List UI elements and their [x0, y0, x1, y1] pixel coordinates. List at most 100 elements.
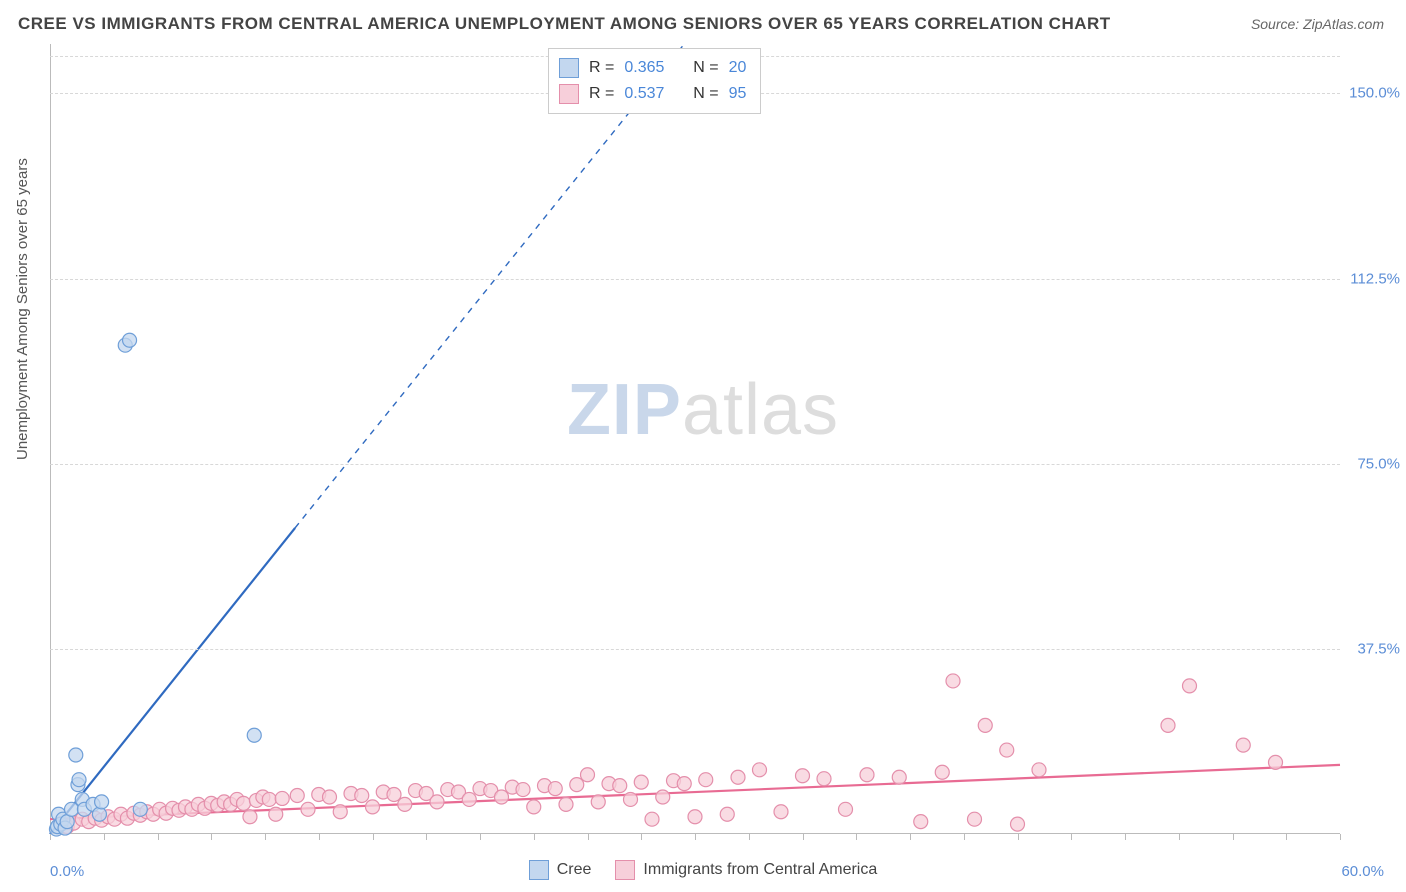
point-imm	[387, 788, 401, 802]
point-cree	[92, 807, 106, 821]
point-imm	[968, 812, 982, 826]
x-tick-mark	[373, 834, 374, 840]
point-imm	[591, 795, 605, 809]
point-imm	[817, 772, 831, 786]
x-tick-mark	[1233, 834, 1234, 840]
x-tick-mark	[211, 834, 212, 840]
r-value-imm: 0.537	[624, 81, 664, 107]
n-label: N =	[693, 55, 718, 81]
legend-label-imm: Immigrants from Central America	[643, 861, 877, 879]
point-imm	[892, 770, 906, 784]
point-imm	[860, 768, 874, 782]
point-imm	[462, 792, 476, 806]
point-imm	[914, 815, 928, 829]
point-cree	[72, 773, 86, 787]
scatter-svg	[50, 44, 1340, 834]
point-imm	[1236, 738, 1250, 752]
x-tick-mark	[910, 834, 911, 840]
y-tick-label: 75.0%	[1345, 455, 1400, 472]
x-tick-mark	[695, 834, 696, 840]
point-imm	[720, 807, 734, 821]
x-tick-mark	[426, 834, 427, 840]
x-tick-mark	[104, 834, 105, 840]
swatch-imm	[559, 84, 579, 104]
x-tick-mark	[1125, 834, 1126, 840]
chart-title: CREE VS IMMIGRANTS FROM CENTRAL AMERICA …	[18, 14, 1111, 34]
point-imm	[527, 800, 541, 814]
x-tick-mark	[749, 834, 750, 840]
x-tick-mark	[319, 834, 320, 840]
point-imm	[495, 790, 509, 804]
point-imm	[366, 800, 380, 814]
point-imm	[333, 805, 347, 819]
r-value-cree: 0.365	[624, 55, 664, 81]
point-imm	[731, 770, 745, 784]
point-imm	[753, 763, 767, 777]
point-imm	[1161, 718, 1175, 732]
trendline-dashed-cree	[295, 44, 684, 528]
y-tick-label: 112.5%	[1345, 270, 1400, 287]
x-tick-mark	[1286, 834, 1287, 840]
point-imm	[656, 790, 670, 804]
point-imm	[559, 797, 573, 811]
point-imm	[548, 782, 562, 796]
point-imm	[430, 795, 444, 809]
x-tick-mark	[534, 834, 535, 840]
point-imm	[613, 779, 627, 793]
r-label: R =	[589, 81, 614, 107]
point-imm	[355, 788, 369, 802]
point-imm	[1269, 755, 1283, 769]
point-imm	[946, 674, 960, 688]
point-imm	[1011, 817, 1025, 831]
point-imm	[323, 790, 337, 804]
x-tick-mark	[1071, 834, 1072, 840]
n-value-cree: 20	[729, 55, 747, 81]
point-cree	[69, 748, 83, 762]
point-imm	[688, 810, 702, 824]
point-imm	[774, 805, 788, 819]
point-imm	[1183, 679, 1197, 693]
bottom-legend: Cree Immigrants from Central America	[0, 860, 1406, 880]
n-label: N =	[693, 81, 718, 107]
x-tick-mark	[803, 834, 804, 840]
legend-item-imm: Immigrants from Central America	[615, 860, 877, 880]
stats-row-cree: R = 0.365 N = 20	[559, 55, 746, 81]
point-imm	[935, 765, 949, 779]
swatch-cree	[559, 58, 579, 78]
plot-area: 37.5%75.0%112.5%150.0%	[50, 44, 1340, 834]
x-tick-mark	[641, 834, 642, 840]
r-label: R =	[589, 55, 614, 81]
stats-row-imm: R = 0.537 N = 95	[559, 81, 746, 107]
point-cree	[95, 795, 109, 809]
point-imm	[839, 802, 853, 816]
point-imm	[398, 797, 412, 811]
point-imm	[634, 775, 648, 789]
x-tick-mark	[265, 834, 266, 840]
gridline	[50, 649, 1340, 650]
x-tick-mark	[50, 834, 51, 840]
point-imm	[262, 792, 276, 806]
x-tick-mark	[588, 834, 589, 840]
gridline	[50, 279, 1340, 280]
point-imm	[645, 812, 659, 826]
y-tick-label: 150.0%	[1345, 85, 1400, 102]
legend-swatch-cree	[529, 860, 549, 880]
x-tick-mark	[856, 834, 857, 840]
n-value-imm: 95	[729, 81, 747, 107]
point-imm	[581, 768, 595, 782]
point-imm	[978, 718, 992, 732]
legend-item-cree: Cree	[529, 860, 592, 880]
point-imm	[570, 778, 584, 792]
point-cree	[123, 333, 137, 347]
x-tick-mark	[964, 834, 965, 840]
x-tick-mark	[1018, 834, 1019, 840]
stats-legend-box: R = 0.365 N = 20 R = 0.537 N = 95	[548, 48, 761, 114]
point-cree	[133, 802, 147, 816]
x-tick-mark	[158, 834, 159, 840]
point-imm	[677, 777, 691, 791]
point-imm	[237, 796, 251, 810]
legend-swatch-imm	[615, 860, 635, 880]
x-tick-mark	[480, 834, 481, 840]
point-imm	[269, 807, 283, 821]
gridline	[50, 464, 1340, 465]
